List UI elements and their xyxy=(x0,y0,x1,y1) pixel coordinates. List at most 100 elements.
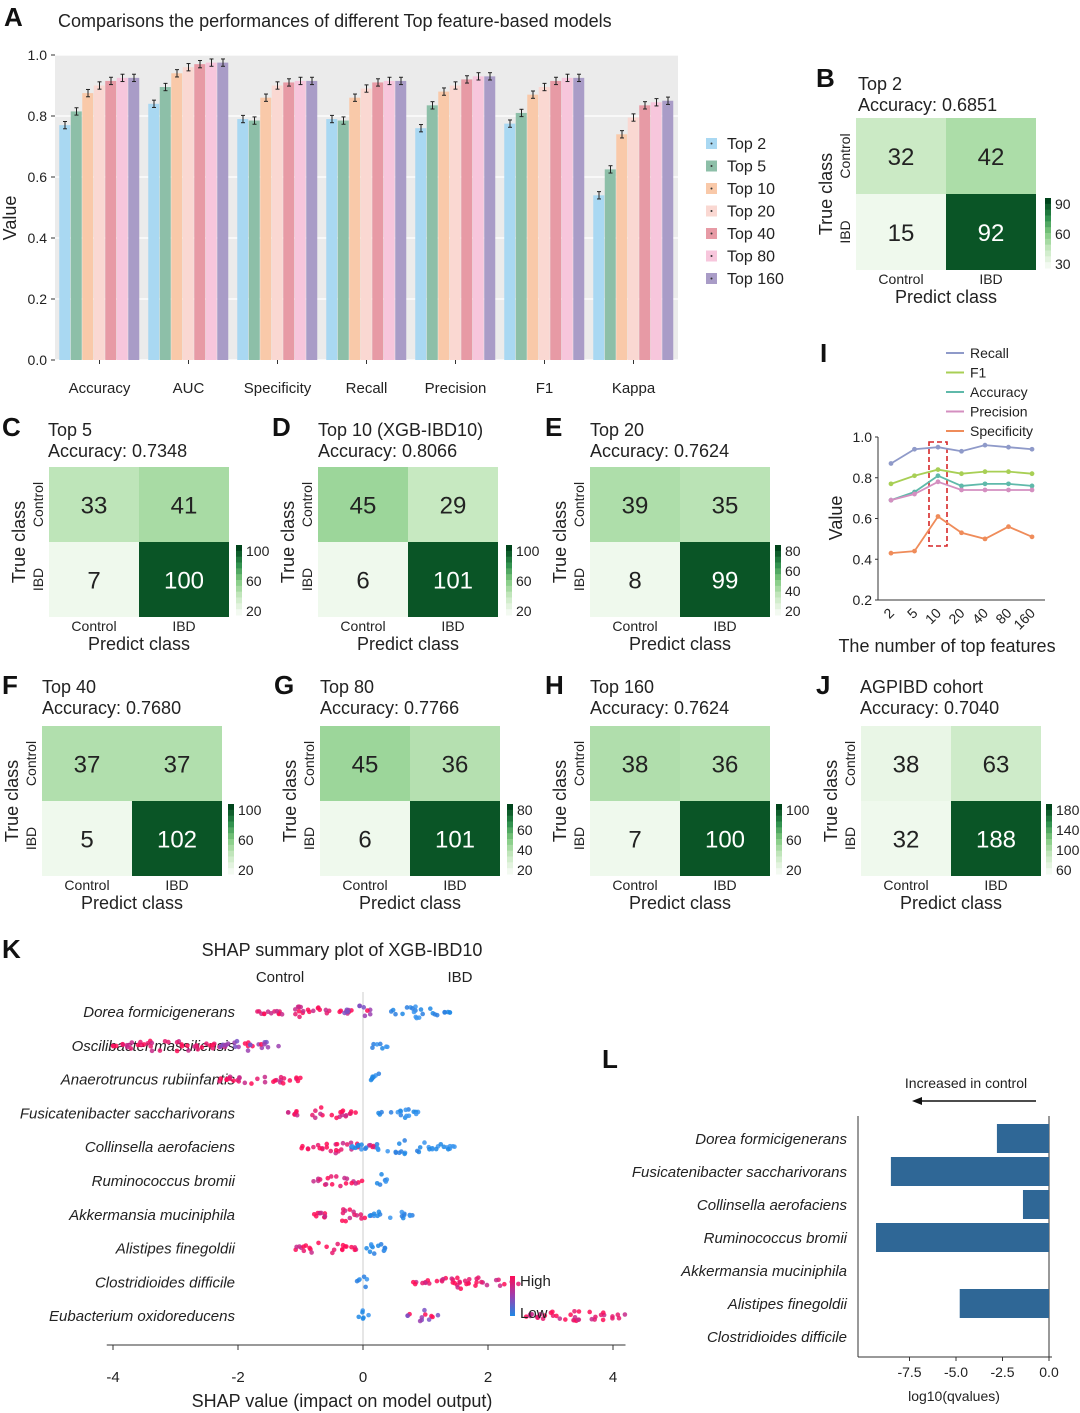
cm-colorbar-tick: 100 xyxy=(516,543,540,559)
cm-colorbar-tick: 60 xyxy=(1055,226,1071,242)
cm-cell-value: 102 xyxy=(157,827,197,854)
panel-k-axes: -4 -2 0 2 4 Dorea formicigenerans Oscilibacter… xyxy=(20,992,626,1386)
shap-point xyxy=(419,1315,425,1320)
bar-kappa-top-5 xyxy=(604,169,616,360)
cm-cell xyxy=(318,467,408,542)
shap-point xyxy=(622,1312,628,1317)
cm-colorbar-segment xyxy=(506,574,512,581)
shap-point xyxy=(360,1310,365,1315)
cm-cell xyxy=(861,726,951,801)
bar-accuracy-top-5 xyxy=(70,111,82,360)
cm-colorbar-segment xyxy=(506,568,512,575)
cm-cell-value: 15 xyxy=(888,220,915,247)
cm-colorbar-tick: 140 xyxy=(1056,822,1080,838)
bar-precision-top-40 xyxy=(461,79,473,361)
shap-point xyxy=(523,1314,529,1319)
bar-specificity-top-2 xyxy=(237,119,249,360)
cm-accuracy-e: Accuracy: 0.7624 xyxy=(590,441,729,461)
cm-colorbar-tick: 20 xyxy=(786,862,802,878)
cm-colorbar-segment xyxy=(776,821,782,828)
cm-true-class-label: Control xyxy=(571,741,587,786)
shap-point xyxy=(342,1010,347,1016)
shap-point xyxy=(344,1142,350,1147)
shap-point xyxy=(527,1313,533,1319)
shap-point xyxy=(298,1075,303,1081)
bar-accuracy-top-160 xyxy=(128,77,140,360)
cm-cell-value: 6 xyxy=(356,568,369,595)
cm-cell xyxy=(408,467,498,542)
shap-point xyxy=(285,1110,291,1115)
bar-kappa-top-80 xyxy=(650,102,662,361)
cm-cell xyxy=(320,726,410,801)
cm-cell-value: 100 xyxy=(164,568,204,595)
bar-precision-top-2 xyxy=(415,128,427,360)
cm-xlabel: Predict class xyxy=(629,893,731,913)
cm-colorbar-segment xyxy=(236,545,242,552)
cm-predict-class-label: IBD xyxy=(165,877,188,893)
panel-l-xtick-label: -2.5 xyxy=(990,1364,1014,1380)
cm-predict-class-label: Control xyxy=(612,877,657,893)
cm-colorbar-tick: 80 xyxy=(785,543,801,559)
shap-point xyxy=(338,1147,344,1152)
shap-point xyxy=(279,1012,285,1017)
cm-cell-value: 101 xyxy=(433,568,473,595)
bar-specificity-top-5 xyxy=(248,120,260,360)
cm-ylabel: True class xyxy=(280,760,300,842)
cm-cell-value: 45 xyxy=(352,752,379,779)
cm-colorbar-segment xyxy=(1045,233,1051,240)
shap-point xyxy=(422,1307,427,1313)
shap-point xyxy=(328,1148,334,1154)
shap-point xyxy=(426,1317,432,1322)
cm-colorbar-segment xyxy=(228,839,234,846)
line-recall xyxy=(890,444,1033,465)
bar-kappa-top-160 xyxy=(662,100,674,360)
shap-feature-label: Anaerotruncus rubiinfantis xyxy=(60,1072,236,1089)
bar-accuracy-top-80 xyxy=(116,77,128,360)
cm-colorbar-segment xyxy=(228,862,234,869)
cm-colorbar-segment xyxy=(1045,221,1051,228)
shap-point xyxy=(352,1212,357,1218)
bar-auc-top-20 xyxy=(182,67,194,360)
cm-colorbar-segment xyxy=(1045,244,1051,251)
shap-point xyxy=(340,1140,346,1146)
cm-colorbar-tick: 100 xyxy=(786,802,810,818)
cm-cell-value: 188 xyxy=(976,827,1016,854)
shap-point xyxy=(347,1207,353,1212)
cm-cell xyxy=(49,542,139,617)
cm-true-class-label: Control xyxy=(301,741,317,786)
shap-point xyxy=(371,1251,377,1256)
cm-ylabel: True class xyxy=(816,153,836,235)
cm-colorbar-segment xyxy=(1045,262,1051,269)
panel-label-c: C xyxy=(2,412,21,442)
cm-colorbar-segment xyxy=(506,609,512,616)
cm-true-class-label: Control xyxy=(30,482,46,527)
shap-point xyxy=(296,1008,302,1014)
shap-point xyxy=(374,1141,380,1147)
cm-colorbar-segment xyxy=(228,804,234,811)
panel-i-ytick-label: 0.8 xyxy=(853,470,873,486)
shap-point xyxy=(366,1312,371,1318)
cm-colorbar-segment xyxy=(507,821,513,828)
shap-point xyxy=(204,1041,209,1046)
cm-colorbar-segment xyxy=(1046,850,1052,857)
shap-point xyxy=(262,1079,268,1085)
shap-point xyxy=(268,1010,274,1016)
shap-point xyxy=(232,1044,238,1050)
bar-accuracy-top-2 xyxy=(59,125,71,361)
cm-title-h: Top 160 xyxy=(590,677,654,697)
shap-point xyxy=(417,1145,423,1150)
shap-point xyxy=(313,1214,319,1219)
shap-point xyxy=(162,1038,168,1044)
shap-point xyxy=(379,1109,384,1115)
shap-point xyxy=(353,1110,358,1115)
shap-point xyxy=(439,1279,445,1284)
cm-predict-class-label: IBD xyxy=(172,618,195,634)
cm-predict-class-label: IBD xyxy=(713,877,736,893)
shap-point xyxy=(334,1115,339,1121)
cm-colorbar-tick: 60 xyxy=(238,832,254,848)
point-accuracy xyxy=(1029,483,1035,489)
shap-point xyxy=(568,1312,573,1318)
bar-auc-top-160 xyxy=(217,62,229,360)
cm-colorbar-tick: 60 xyxy=(786,832,802,848)
